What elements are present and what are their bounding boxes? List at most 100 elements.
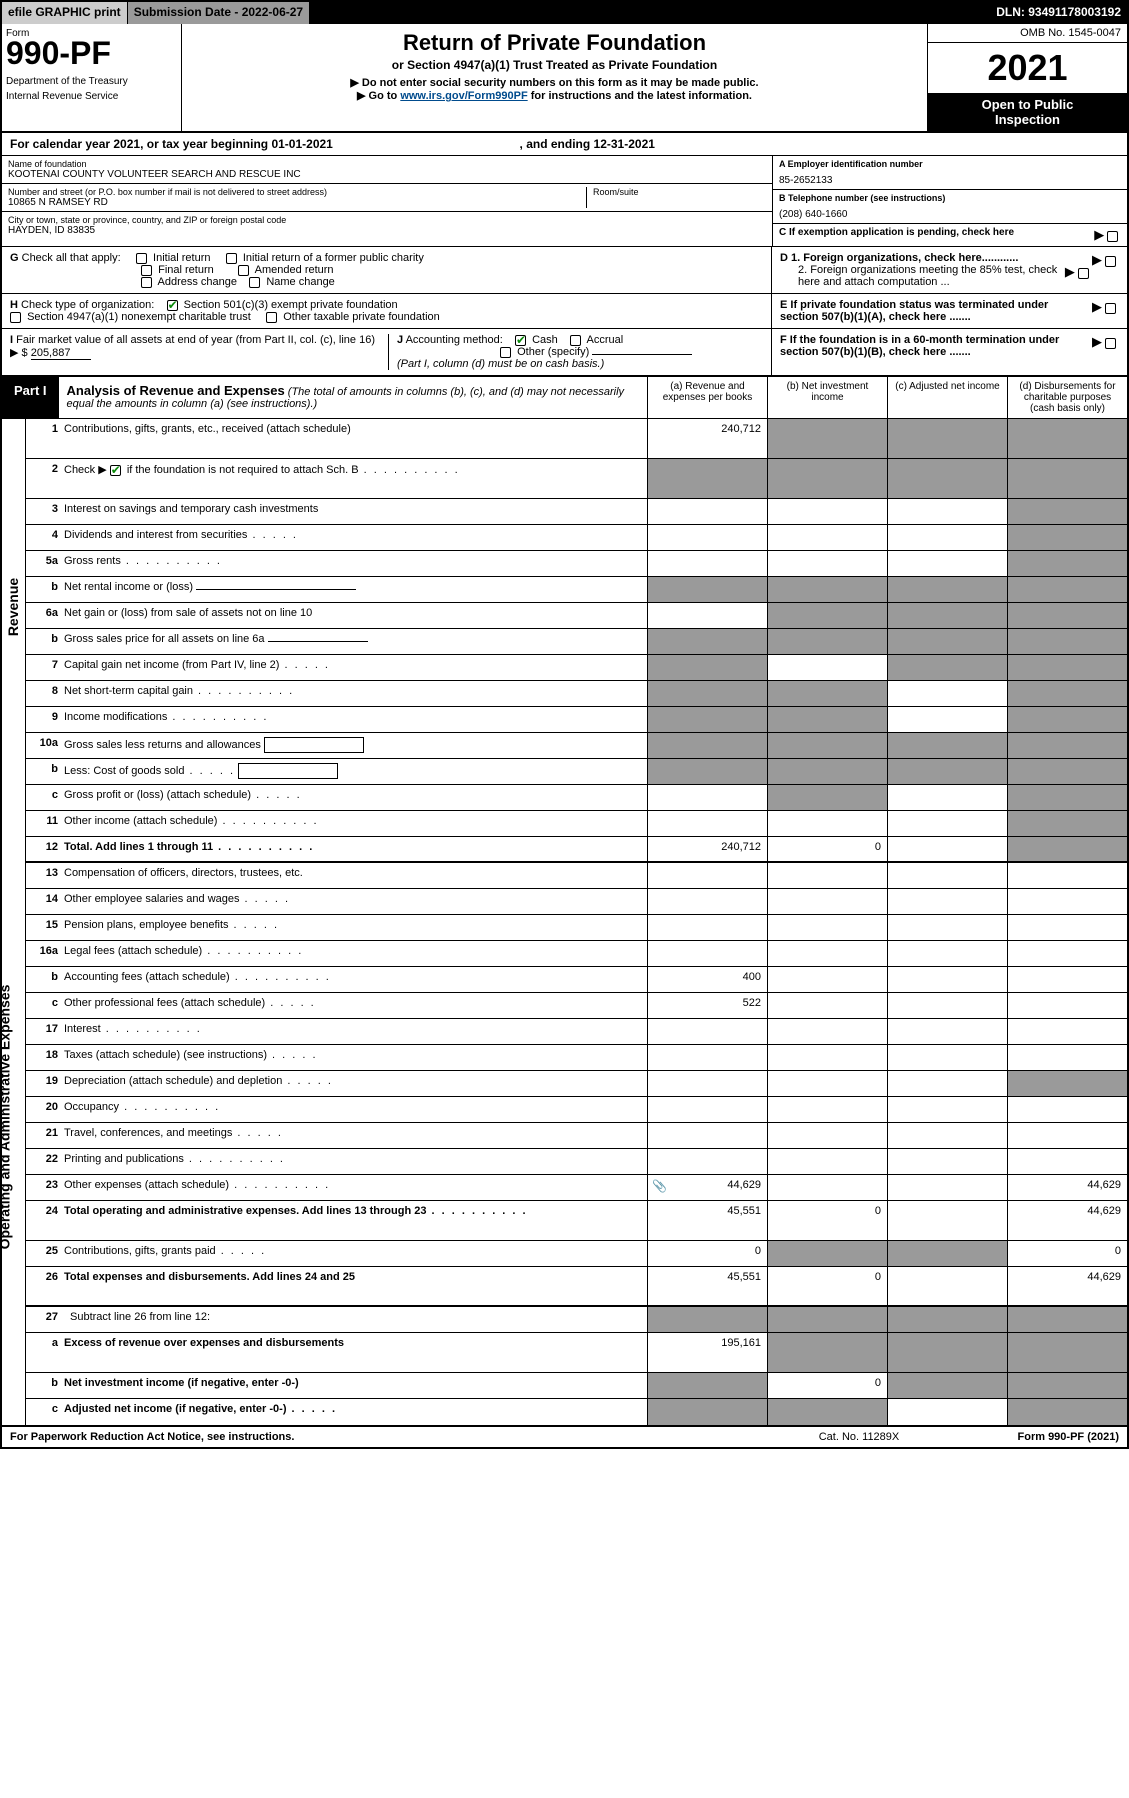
cell-a: 240,712	[647, 837, 767, 861]
row-14: 14 Other employee salaries and wages	[26, 889, 1127, 915]
d2-checkbox[interactable]	[1078, 268, 1089, 279]
row-6a: 6a Net gain or (loss) from sale of asset…	[26, 603, 1127, 629]
row-num: c	[26, 785, 62, 810]
row-24: 24 Total operating and administrative ex…	[26, 1201, 1127, 1241]
row-num: 21	[26, 1123, 62, 1148]
ssn-warning: ▶ Do not enter social security numbers o…	[192, 76, 917, 89]
cell-b	[767, 681, 887, 706]
row-num: 12	[26, 837, 62, 861]
g-name-change-checkbox[interactable]	[249, 277, 260, 288]
g-initial-former-checkbox[interactable]	[226, 253, 237, 264]
row-label: Other income (attach schedule)	[62, 811, 647, 836]
row-label: Less: Cost of goods sold	[62, 759, 647, 784]
row-9: 9 Income modifications	[26, 707, 1127, 733]
address-label: Number and street (or P.O. box number if…	[8, 187, 580, 197]
cell-b	[767, 1399, 887, 1425]
f-checkbox[interactable]	[1105, 338, 1116, 349]
cell-d	[1007, 1097, 1127, 1122]
e-checkbox[interactable]	[1105, 303, 1116, 314]
row-23: 23 Other expenses (attach schedule) 📎44,…	[26, 1175, 1127, 1201]
row-label: Travel, conferences, and meetings	[62, 1123, 647, 1148]
r6b-line	[268, 641, 368, 642]
cell-b	[767, 863, 887, 888]
j-cash-checkbox[interactable]	[515, 335, 526, 346]
row-label: Subtract line 26 from line 12:	[62, 1307, 647, 1332]
city-state-zip: HAYDEN, ID 83835	[8, 225, 766, 236]
schb-checkbox[interactable]	[110, 465, 121, 476]
g-initial-return-checkbox[interactable]	[136, 253, 147, 264]
row-num: 27	[26, 1307, 62, 1332]
row-21: 21 Travel, conferences, and meetings	[26, 1123, 1127, 1149]
row-25: 25 Contributions, gifts, grants paid 00	[26, 1241, 1127, 1267]
h-501c3-checkbox[interactable]	[167, 300, 178, 311]
row-5b: b Net rental income or (loss)	[26, 577, 1127, 603]
cell-b	[767, 1175, 887, 1200]
cell-c	[887, 759, 1007, 784]
foundation-name-label: Name of foundation	[8, 159, 766, 169]
cell-a	[647, 889, 767, 914]
g-amended-checkbox[interactable]	[238, 265, 249, 276]
j-other-checkbox[interactable]	[500, 347, 511, 358]
calyear-mid: , and ending	[520, 137, 594, 151]
row-17: 17 Interest	[26, 1019, 1127, 1045]
row-num: b	[26, 629, 62, 654]
row-label: Contributions, gifts, grants, etc., rece…	[62, 419, 647, 458]
attachment-icon[interactable]: 📎	[652, 1179, 667, 1193]
row-label: Contributions, gifts, grants paid	[62, 1241, 647, 1266]
cell-a: 📎44,629	[647, 1175, 767, 1200]
col-d-header: (d) Disbursements for charitable purpose…	[1007, 377, 1127, 418]
row-label: Accounting fees (attach schedule)	[62, 967, 647, 992]
cell-c	[887, 629, 1007, 654]
d2-label: 2. Foreign organizations meeting the 85%…	[780, 264, 1060, 288]
row-label: Interest on savings and temporary cash i…	[62, 499, 647, 524]
cell-c	[887, 733, 1007, 758]
col-a-header: (a) Revenue and expenses per books	[647, 377, 767, 418]
cell-c	[887, 1071, 1007, 1096]
row-27a: a Excess of revenue over expenses and di…	[26, 1333, 1127, 1373]
row-label: Gross sales price for all assets on line…	[62, 629, 647, 654]
row-num: 25	[26, 1241, 62, 1266]
d1-checkbox[interactable]	[1105, 256, 1116, 267]
cell-d	[1007, 967, 1127, 992]
row-num: 7	[26, 655, 62, 680]
h-row: H Check type of organization: Section 50…	[2, 294, 771, 329]
cell-b	[767, 733, 887, 758]
cell-b	[767, 1071, 887, 1096]
cell-d	[1007, 941, 1127, 966]
cell-a	[647, 1123, 767, 1148]
efile-label: efile GRAPHIC print	[2, 2, 127, 24]
cell-c	[887, 499, 1007, 524]
g-opt-amended: Amended return	[255, 264, 334, 276]
cell-b	[767, 1123, 887, 1148]
row-18: 18 Taxes (attach schedule) (see instruct…	[26, 1045, 1127, 1071]
cell-d	[1007, 759, 1127, 784]
cell-d: 0	[1007, 1241, 1127, 1266]
h-opt2: Section 4947(a)(1) nonexempt charitable …	[27, 311, 251, 323]
g-final-return-checkbox[interactable]	[141, 265, 152, 276]
cell-d	[1007, 837, 1127, 861]
row-label: Compensation of officers, directors, tru…	[62, 863, 647, 888]
row-num: 5a	[26, 551, 62, 576]
cell-c	[887, 1045, 1007, 1070]
cell-b	[767, 889, 887, 914]
row-7: 7 Capital gain net income (from Part IV,…	[26, 655, 1127, 681]
g-address-change-checkbox[interactable]	[141, 277, 152, 288]
cell-a	[647, 1097, 767, 1122]
cell-d	[1007, 603, 1127, 628]
c-checkbox[interactable]	[1107, 231, 1118, 242]
h-other-taxable-checkbox[interactable]	[266, 312, 277, 323]
cell-a: 240,712	[647, 419, 767, 458]
row-10b: b Less: Cost of goods sold	[26, 759, 1127, 785]
j-accrual-checkbox[interactable]	[570, 335, 581, 346]
h-4947-checkbox[interactable]	[10, 312, 21, 323]
cell-a	[647, 459, 767, 498]
cell-a	[647, 655, 767, 680]
cell-a	[647, 525, 767, 550]
cell-a: 195,161	[647, 1333, 767, 1372]
irs-link[interactable]: www.irs.gov/Form990PF	[400, 90, 527, 102]
row-16b: b Accounting fees (attach schedule) 400	[26, 967, 1127, 993]
row-8: 8 Net short-term capital gain	[26, 681, 1127, 707]
cell-a	[647, 941, 767, 966]
g-row: G Check all that apply: Initial return I…	[2, 247, 771, 294]
row-num: b	[26, 577, 62, 602]
